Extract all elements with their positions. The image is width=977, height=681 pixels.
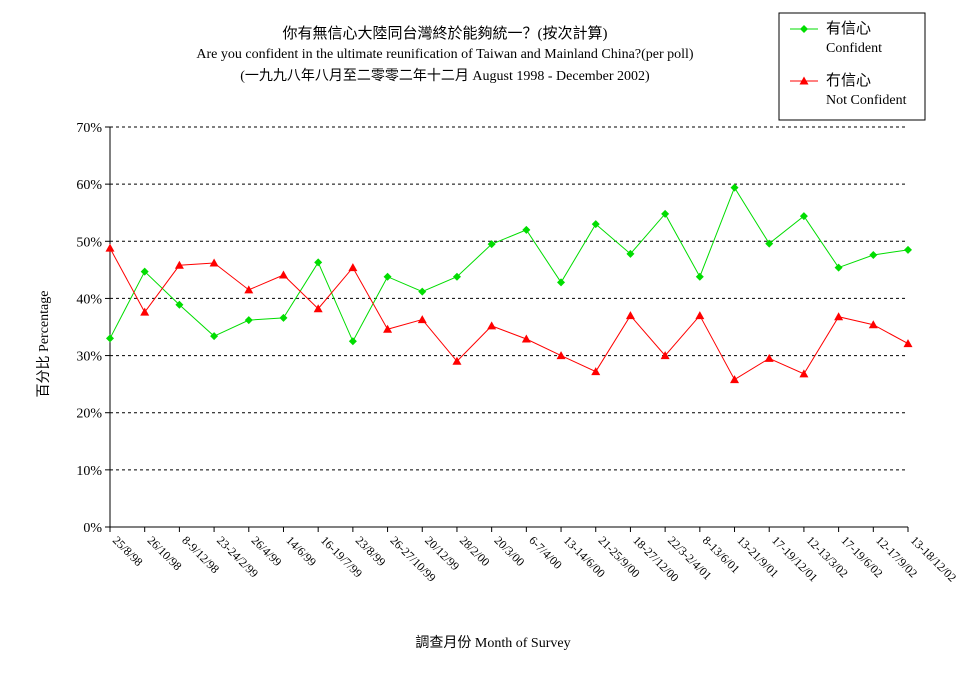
data-point-triangle	[625, 311, 635, 320]
chart-subtitle-dates: (一九九八年八月至二零零二年十二月 August 1998 - December…	[240, 68, 650, 84]
series-0	[106, 183, 912, 346]
data-point-diamond	[279, 313, 288, 322]
legend-label-zh: 冇信心	[826, 72, 871, 89]
x-tick-label: 6-7/4/00	[526, 533, 565, 572]
data-point-diamond	[348, 337, 357, 346]
series-layer	[105, 183, 913, 384]
data-point-triangle	[591, 367, 601, 376]
data-point-diamond	[210, 332, 219, 341]
data-point-diamond	[904, 245, 912, 254]
legend: 有信心 Confident 冇信心 Not Confident	[778, 12, 926, 121]
data-point-diamond	[661, 209, 670, 218]
data-point-triangle	[417, 315, 427, 324]
data-point-triangle	[452, 356, 462, 365]
x-axis-ticks: 25/8/9826/10/988-9/12/9823-24/2/9926/4/9…	[109, 527, 959, 585]
x-tick-label: 20/3/00	[492, 533, 528, 569]
data-point-diamond	[834, 263, 843, 272]
x-tick-label: 13-18/12/02	[908, 533, 959, 584]
y-axis-label: 百分比 Percentage	[36, 291, 52, 398]
data-point-triangle	[244, 285, 254, 294]
data-point-triangle	[383, 324, 393, 333]
data-point-triangle	[278, 270, 288, 279]
x-tick-label: 14/6/99	[283, 533, 319, 569]
data-point-triangle	[209, 258, 219, 267]
data-point-triangle	[556, 351, 566, 360]
data-point-diamond	[695, 272, 704, 281]
data-point-diamond	[800, 25, 808, 33]
data-point-diamond	[175, 300, 184, 309]
data-point-diamond	[799, 212, 808, 221]
data-point-triangle	[799, 369, 809, 378]
data-point-triangle	[764, 353, 774, 362]
legend-label-zh: 有信心	[826, 20, 871, 37]
data-point-diamond	[452, 272, 461, 281]
data-point-triangle	[730, 375, 740, 384]
data-point-triangle	[695, 311, 705, 320]
data-point-diamond	[730, 183, 739, 192]
data-point-triangle	[487, 321, 497, 330]
data-point-diamond	[869, 251, 878, 259]
chart-subtitle: Are you confident in the ultimate reunif…	[196, 47, 694, 62]
data-point-diamond	[314, 258, 323, 267]
data-point-triangle	[521, 334, 531, 343]
data-point-triangle	[834, 312, 844, 321]
y-tick-label: 30%	[76, 350, 102, 365]
data-point-triangle	[140, 307, 150, 316]
data-point-diamond	[591, 220, 600, 229]
data-point-diamond	[244, 316, 253, 325]
data-point-triangle	[903, 339, 913, 348]
data-point-diamond	[418, 287, 427, 296]
data-point-diamond	[557, 278, 566, 287]
data-point-triangle	[799, 76, 809, 85]
series-line	[109, 247, 909, 381]
y-tick-label: 20%	[76, 407, 102, 422]
data-point-diamond	[765, 239, 774, 248]
legend-items: 有信心 Confident 冇信心 Not Confident	[790, 20, 907, 108]
y-tick-label: 70%	[76, 121, 102, 136]
grid-lines	[110, 126, 908, 471]
y-tick-label: 50%	[76, 235, 102, 250]
data-point-diamond	[140, 267, 149, 276]
data-point-triangle	[105, 243, 115, 252]
data-point-diamond	[383, 272, 392, 281]
chart-titles: 你有無信心大陸同台灣終於能夠統一？(按次計算) Are you confiden…	[196, 24, 694, 84]
series-line	[109, 186, 909, 343]
data-point-triangle	[313, 304, 323, 313]
y-axis-ticks: 0% 10% 20% 30% 40% 50% 60% 70%	[76, 121, 110, 536]
data-point-triangle	[868, 320, 878, 329]
data-point-diamond	[522, 225, 531, 234]
data-point-triangle	[660, 351, 670, 360]
legend-label-en: Not Confident	[826, 93, 907, 108]
data-point-diamond	[106, 334, 114, 343]
series-1	[105, 243, 913, 384]
data-point-triangle	[348, 263, 358, 272]
data-point-diamond	[487, 240, 496, 249]
x-axis-label: 調查月份 Month of Survey	[415, 635, 570, 651]
data-point-triangle	[174, 260, 184, 269]
legend-label-en: Confident	[826, 41, 882, 56]
x-tick-label: 28/2/00	[457, 533, 493, 569]
y-tick-label: 60%	[76, 178, 102, 193]
axes	[109, 127, 908, 528]
chart-title: 你有無信心大陸同台灣終於能夠統一？(按次計算)	[283, 24, 608, 42]
x-tick-label: 26/10/98	[145, 533, 185, 573]
x-tick-label: 25/8/98	[110, 533, 146, 569]
x-tick-label: 8-9/12/98	[179, 533, 222, 576]
y-tick-label: 0%	[83, 521, 102, 536]
data-point-diamond	[626, 249, 635, 258]
y-tick-label: 40%	[76, 292, 102, 307]
y-tick-label: 10%	[76, 464, 102, 479]
